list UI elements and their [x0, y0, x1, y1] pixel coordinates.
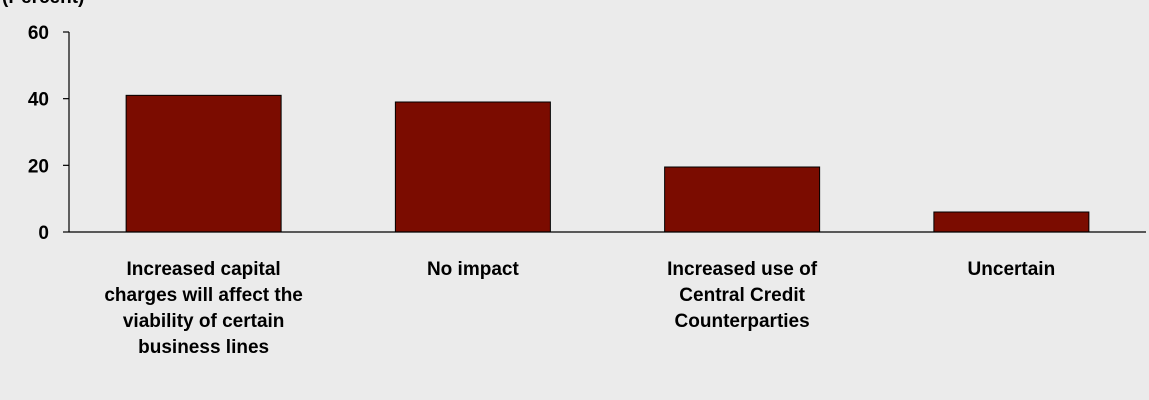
y-tick-label: 20	[28, 156, 49, 177]
y-tick-label: 60	[28, 23, 49, 44]
x-category-label: Increased capital charges will affect the…	[104, 259, 303, 358]
y-ticks-group: 0 20 40 60	[28, 23, 69, 244]
bar-4	[933, 211, 1090, 233]
axes-group	[68, 32, 1146, 233]
y-axis-label: (Percent)	[2, 0, 84, 8]
y-tick-label: 0	[38, 223, 49, 244]
bar-2	[394, 101, 551, 233]
x-labels-group: Increased capital charges will affect the…	[104, 259, 1055, 358]
bars-group	[125, 94, 1090, 233]
y-tick-label: 40	[28, 90, 49, 111]
x-category-label: Uncertain	[968, 259, 1056, 280]
x-category-label: No impact	[427, 259, 520, 280]
x-category-label: Increased use of Central Credit Counterpar…	[667, 259, 818, 332]
bar-1	[125, 94, 282, 233]
bar-3	[664, 166, 821, 233]
